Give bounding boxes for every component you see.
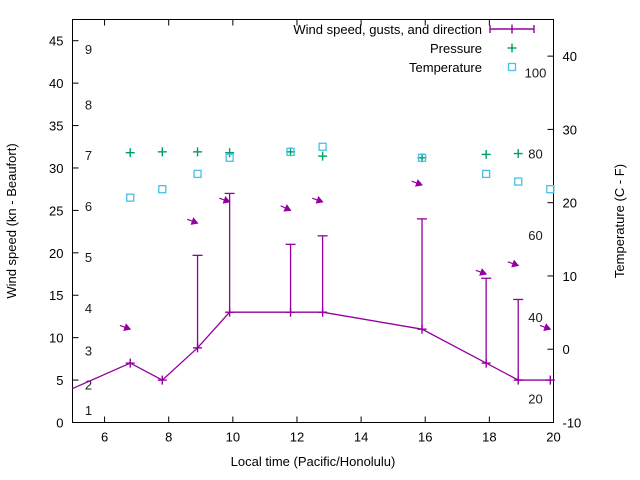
temperature-point: [286, 147, 295, 157]
temperature-point: [193, 169, 202, 179]
temperature-point: [482, 169, 491, 179]
y-tick-label: 20: [49, 246, 63, 261]
x-axis-title: Local time (Pacific/Honolulu): [231, 454, 396, 469]
x-tick-label: 14: [354, 430, 368, 445]
pressure-point: [157, 147, 167, 157]
y-tick-label: 0: [56, 416, 63, 431]
legend-sample-plus: [507, 43, 517, 53]
wind-speed-point: [225, 307, 235, 317]
y2-axis-title: Temperature (C - F): [612, 164, 627, 278]
legend-label-1: Pressure: [430, 41, 482, 56]
legend-sample-line: [489, 24, 535, 34]
x-tick-label: 18: [482, 430, 496, 445]
fahrenheit-label: 60: [528, 228, 542, 243]
gust-errorbar: [513, 298, 524, 381]
wind-direction-arrow: [475, 268, 488, 276]
x-tick-label: 16: [418, 430, 432, 445]
wind-direction-arrow: [411, 179, 423, 187]
beaufort-label: 2: [85, 377, 92, 392]
y-tick-label: 10: [49, 331, 63, 346]
pressure-point: [125, 148, 135, 158]
y-tick-label: 15: [49, 288, 63, 303]
x-tick-label: 20: [546, 430, 560, 445]
gust-errorbar: [317, 235, 328, 313]
data-series-group: [72, 142, 555, 390]
beaufort-label: 8: [85, 97, 92, 112]
temperature-point: [158, 185, 167, 194]
fahrenheit-label: 20: [528, 391, 542, 406]
beaufort-label: 3: [85, 343, 92, 358]
y-tick-label: 30: [49, 161, 63, 176]
wind-speed-point: [286, 307, 296, 317]
beaufort-label: 1: [85, 403, 92, 418]
y2-tick-label: 40: [563, 49, 577, 64]
y-tick-label: 45: [49, 34, 63, 49]
temperature-point: [318, 142, 327, 151]
temperature-point: [546, 185, 555, 194]
wind-direction-arrow: [539, 323, 552, 331]
beaufort-label: 9: [85, 42, 92, 57]
gust-errorbar: [192, 254, 203, 348]
wind-speed-point: [513, 375, 523, 385]
pressure-point: [193, 147, 203, 157]
fahrenheit-label: 40: [528, 310, 542, 325]
temperature-point: [514, 177, 523, 186]
plot-frame: [72, 19, 554, 423]
y-tick-label: 40: [49, 76, 63, 91]
wind-speed-point: [125, 358, 135, 368]
beaufort-label: 5: [85, 250, 92, 265]
wind-speed-point: [545, 375, 555, 385]
x-tick-label: 10: [226, 430, 240, 445]
gust-errorbar: [417, 218, 428, 330]
wind-direction-arrow: [219, 196, 231, 204]
y-tick-label: 5: [56, 373, 63, 388]
legend: Wind speed, gusts, and direction Pressure…: [293, 22, 535, 75]
temperature-point: [417, 153, 427, 162]
inner-scale-labels: 1 2 3 4 5 6 7 8 9 20 40 60 80 100: [85, 42, 546, 418]
y2-tick-label: 30: [563, 122, 577, 137]
axis-tick-labels: 6 8 10 12 14 16 18 20051015202530354045-1001020…: [49, 34, 581, 445]
wind-direction-arrow: [312, 196, 324, 204]
beaufort-label: 6: [85, 199, 92, 214]
wind-speed-point: [193, 343, 203, 353]
y2-tick-label: 0: [563, 342, 570, 357]
legend-label-0: Wind speed, gusts, and direction: [293, 22, 482, 37]
wind-direction-arrow: [507, 259, 520, 268]
wind-direction-arrow: [280, 204, 292, 212]
pressure-point: [481, 149, 491, 159]
y2-tick-label: 10: [563, 269, 577, 284]
wind-speed-point: [157, 375, 167, 385]
fahrenheit-label: 100: [525, 65, 547, 80]
wind-speed-point: [417, 324, 427, 334]
pressure-point: [513, 149, 523, 159]
gust-errorbar: [224, 192, 235, 313]
temperature-point: [225, 153, 234, 162]
wind-speed-point: [318, 307, 328, 317]
legend-sample-square: [507, 62, 517, 72]
wind-direction-arrow: [187, 217, 199, 225]
temperature-point: [126, 193, 135, 202]
wind-direction-arrow: [119, 323, 132, 331]
y-tick-label: 35: [49, 119, 63, 134]
y-tick-label: 25: [49, 203, 63, 218]
pressure-point: [318, 151, 328, 161]
gust-errorbar: [285, 243, 296, 313]
legend-label-2: Temperature: [409, 60, 482, 75]
beaufort-label: 4: [85, 301, 92, 316]
x-tick-label: 6: [101, 430, 108, 445]
beaufort-label: 7: [85, 148, 92, 163]
y-axis-title: Wind speed (kn - Beaufort): [4, 143, 19, 298]
x-tick-label: 8: [165, 430, 172, 445]
y2-tick-label: -10: [563, 416, 582, 431]
gust-errorbar: [481, 277, 492, 364]
wind-speed-point: [481, 358, 491, 368]
y2-tick-label: 20: [563, 196, 577, 211]
fahrenheit-label: 80: [528, 147, 542, 162]
x-tick-label: 12: [290, 430, 304, 445]
pressure-point: [225, 148, 235, 158]
